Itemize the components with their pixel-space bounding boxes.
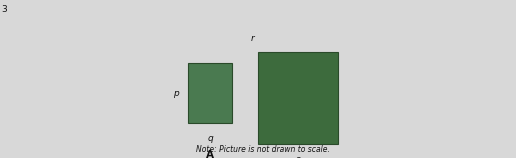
Text: 3: 3 (2, 5, 7, 14)
Text: Note: Picture is not drawn to scale.: Note: Picture is not drawn to scale. (196, 145, 330, 154)
Text: s: s (296, 155, 300, 158)
Bar (258, 52, 338, 144)
Bar (188, 63, 232, 123)
Text: r: r (251, 34, 255, 43)
Text: A: A (206, 150, 214, 158)
Text: q: q (207, 134, 213, 143)
Text: p: p (173, 89, 179, 98)
